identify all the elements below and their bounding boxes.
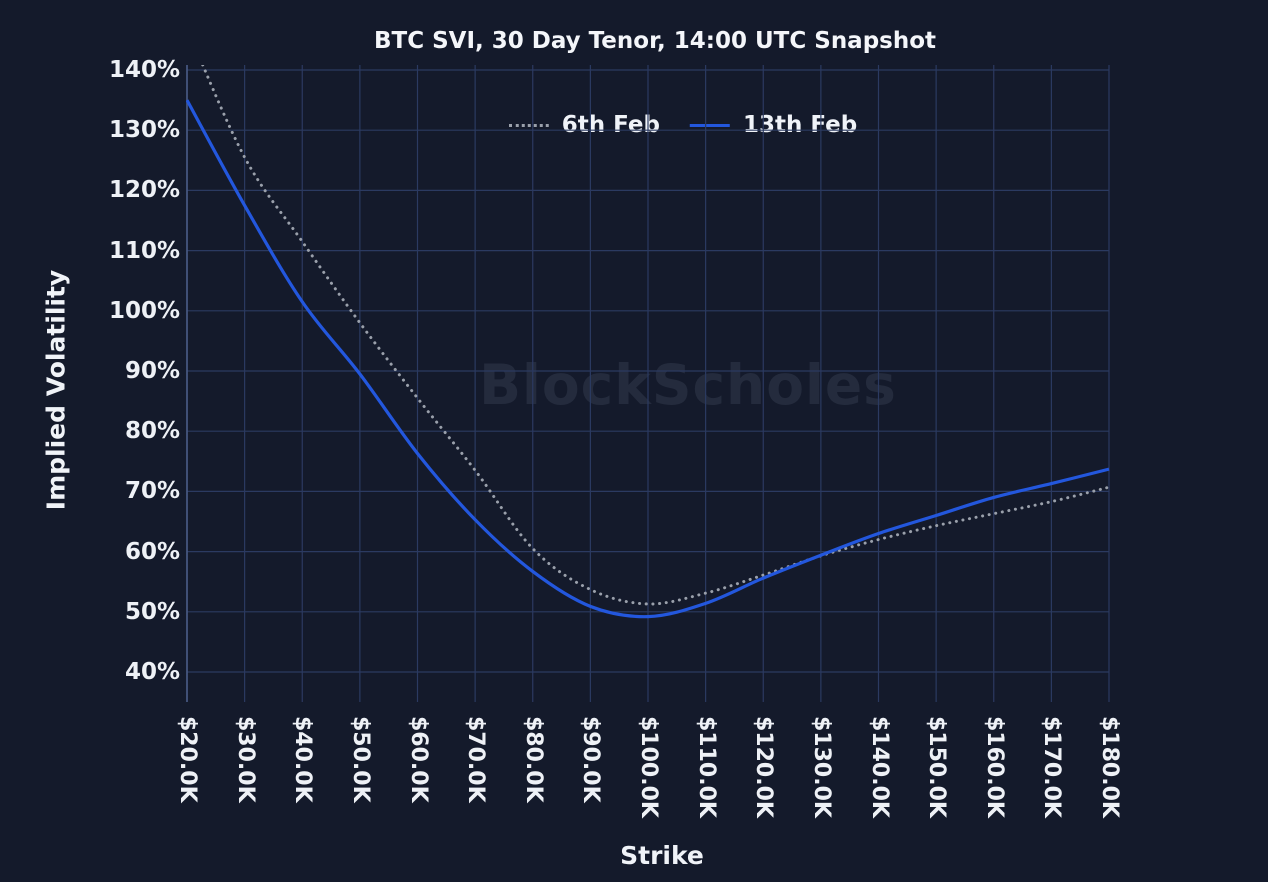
y-tick-label: 120% [108,177,180,204]
x-tick-label: $60.0K [405,716,431,803]
series-line-13th-feb [186,99,1110,619]
y-tick-label: 40% [124,659,180,685]
series-line-6th-feb [201,65,1111,606]
x-tick-label: $80.0K [520,716,546,803]
x-tick-label: $170.0K [1039,716,1065,818]
y-tick-label: 60% [124,538,180,565]
x-tick-label: $90.0K [578,716,604,803]
y-tick-label: 100% [108,297,180,324]
y-tick-label: 90% [124,358,180,384]
x-tick-label: $50.0K [347,716,373,803]
x-tick-label: $140.0K [866,716,892,818]
x-tick-label: $100.0K [636,716,661,818]
x-axis-title: Strike [620,841,704,870]
legend-label-13th-feb: 13th Feb [743,112,858,138]
x-tick-label: $40.0K [290,716,316,803]
y-tick-label: 70% [124,478,180,505]
x-tick-label: $120.0K [751,716,777,818]
legend-solid-line-sample [690,123,730,127]
legend-dotted-line-sample [508,123,549,127]
x-tick-label: $160.0K [981,716,1007,818]
legend-item-6th-feb: 6th Feb [508,112,660,138]
x-tick-label: $30.0K [232,716,258,803]
x-tick-label: $180.0K [1097,716,1122,818]
legend-item-13th-feb: 13th Feb [690,112,857,138]
watermark: BlockScholes [479,353,897,417]
x-tick-label: $20.0K [175,716,200,803]
y-tick-label: 140% [108,57,180,83]
chart-title: BTC SVI, 30 Day Tenor, 14:00 UTC Snapsho… [373,28,937,54]
x-tick-label: $130.0K [808,716,834,818]
legend: 6th Feb 13th Feb [508,112,857,138]
x-tick-label: $110.0K [693,716,719,818]
x-tick-label: $70.0K [463,716,489,803]
y-axis-title: Implied Volatility [41,269,71,511]
y-tick-label: 50% [124,598,180,625]
legend-label-6th-feb: 6th Feb [561,112,660,138]
y-tick-label: 80% [124,418,180,445]
y-tick-label: 110% [108,237,180,264]
y-tick-label: 130% [108,117,180,144]
x-tick-label: $150.0K [924,716,950,818]
